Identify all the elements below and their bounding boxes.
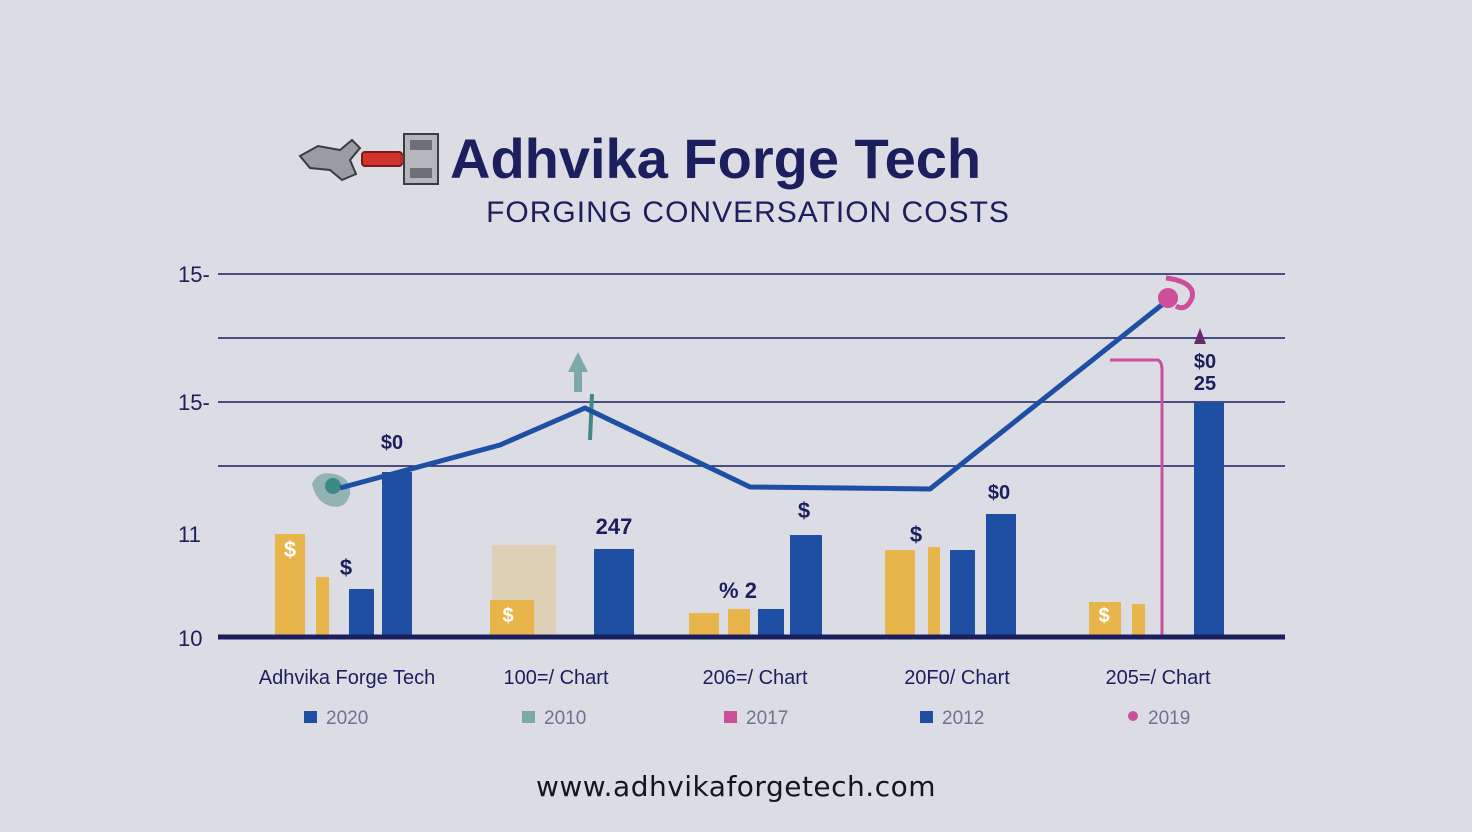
- trend-line: [339, 298, 1170, 492]
- bar: [275, 534, 305, 637]
- bar-value-label: 247: [596, 514, 633, 539]
- bar: [1089, 602, 1121, 637]
- bar: [928, 547, 940, 637]
- y-tick-label: 15-: [178, 262, 210, 287]
- purple-arrow-icon: [1194, 328, 1206, 344]
- category-label: Adhvika Forge Tech: [259, 667, 435, 689]
- arrow-up-icon: [568, 352, 594, 441]
- bar: [728, 609, 750, 637]
- teal-bubble-icon: [312, 473, 351, 507]
- bar-value-label: $0: [1194, 351, 1216, 373]
- bar: [1194, 402, 1224, 637]
- legend-swatch: [920, 711, 933, 723]
- bar-value-label: % 2: [719, 578, 757, 603]
- bar: [490, 600, 534, 637]
- bar: [594, 549, 634, 637]
- bar-value-label: $: [1098, 605, 1109, 627]
- gridlines: [218, 273, 1285, 467]
- legend-label: 2020: [326, 708, 368, 729]
- bar-value-label: $: [502, 605, 513, 627]
- bar: [1132, 604, 1145, 637]
- bar: [790, 535, 822, 637]
- bar-value-label: $: [340, 555, 352, 580]
- category-label: 206=/ Chart: [702, 667, 808, 689]
- chart-subtitle: FORGING CONVERSATION COSTS: [486, 196, 1010, 229]
- bar: [758, 609, 784, 637]
- bar-value-label: $: [910, 522, 922, 547]
- website-url: www.adhvikaforgetech.com: [536, 770, 936, 803]
- legend-swatch: [522, 711, 535, 723]
- y-tick-label: 10: [178, 626, 202, 651]
- bar-value-label: $: [798, 498, 810, 523]
- category-label: 100=/ Chart: [503, 667, 609, 689]
- bar: [885, 550, 915, 637]
- y-axis-ticks: 15- 15- 11 10: [178, 262, 210, 651]
- legend-swatch: [1128, 711, 1138, 721]
- forge-machine-icon: [298, 133, 439, 185]
- bar: [382, 472, 412, 637]
- y-tick-label: 11: [178, 522, 201, 547]
- brand-title: Adhvika Forge Tech: [450, 127, 981, 190]
- legend-swatch: [724, 711, 737, 723]
- bar-series: [275, 402, 1224, 637]
- legend-swatch: [304, 711, 317, 723]
- bar-annotations: $0$$247% 2$$$0$$025$: [284, 351, 1216, 627]
- pink-marker-line: [1110, 358, 1164, 636]
- y-tick-label: 15-: [178, 390, 210, 415]
- bar: [689, 613, 719, 637]
- pink-swirl-icon: [1165, 275, 1195, 311]
- bar-value-label: $: [284, 537, 296, 562]
- bar-value-label: $0: [988, 482, 1010, 504]
- bar: [349, 589, 374, 637]
- category-label: 20F0/ Chart: [904, 667, 1010, 689]
- bar: [986, 514, 1016, 637]
- legend-label: 2010: [544, 708, 586, 729]
- category-label: 205=/ Chart: [1105, 667, 1211, 689]
- bar: [950, 550, 975, 637]
- legend-label: 2017: [746, 708, 788, 729]
- legend-label: 2012: [942, 708, 984, 729]
- legend: 2020 2010 2017 2012 2019: [304, 708, 1190, 729]
- legend-label: 2019: [1148, 708, 1190, 729]
- trend-end-marker: [1158, 288, 1178, 308]
- bar-value-label: 25: [1194, 373, 1216, 395]
- bar: [316, 577, 329, 637]
- bar-value-label: $0: [381, 432, 403, 454]
- x-axis-categories: Adhvika Forge Tech 100=/ Chart 206=/ Chart…: [259, 667, 1211, 689]
